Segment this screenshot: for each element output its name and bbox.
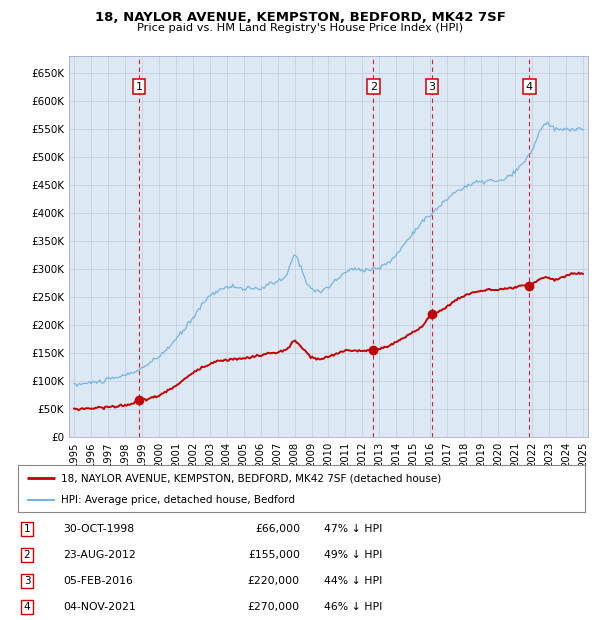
Text: 18, NAYLOR AVENUE, KEMPSTON, BEDFORD, MK42 7SF: 18, NAYLOR AVENUE, KEMPSTON, BEDFORD, MK…	[95, 11, 505, 24]
Text: 3: 3	[23, 576, 31, 586]
Text: 49% ↓ HPI: 49% ↓ HPI	[324, 550, 382, 560]
Text: Price paid vs. HM Land Registry's House Price Index (HPI): Price paid vs. HM Land Registry's House …	[137, 23, 463, 33]
Text: £66,000: £66,000	[255, 524, 300, 534]
Text: £220,000: £220,000	[248, 576, 300, 586]
Text: 4: 4	[23, 602, 31, 612]
Text: 04-NOV-2021: 04-NOV-2021	[63, 602, 136, 612]
Text: 47% ↓ HPI: 47% ↓ HPI	[324, 524, 382, 534]
Text: 1: 1	[23, 524, 31, 534]
Text: HPI: Average price, detached house, Bedford: HPI: Average price, detached house, Bedf…	[61, 495, 295, 505]
Text: 30-OCT-1998: 30-OCT-1998	[63, 524, 134, 534]
Text: 44% ↓ HPI: 44% ↓ HPI	[324, 576, 382, 586]
Text: 4: 4	[526, 82, 533, 92]
Text: £270,000: £270,000	[248, 602, 300, 612]
Text: 23-AUG-2012: 23-AUG-2012	[63, 550, 136, 560]
Text: £155,000: £155,000	[248, 550, 300, 560]
Text: 3: 3	[428, 82, 435, 92]
Text: 18, NAYLOR AVENUE, KEMPSTON, BEDFORD, MK42 7SF (detached house): 18, NAYLOR AVENUE, KEMPSTON, BEDFORD, MK…	[61, 473, 441, 483]
Text: 2: 2	[370, 82, 377, 92]
Text: 46% ↓ HPI: 46% ↓ HPI	[324, 602, 382, 612]
Text: 1: 1	[136, 82, 143, 92]
Text: 05-FEB-2016: 05-FEB-2016	[63, 576, 133, 586]
Text: 2: 2	[23, 550, 31, 560]
